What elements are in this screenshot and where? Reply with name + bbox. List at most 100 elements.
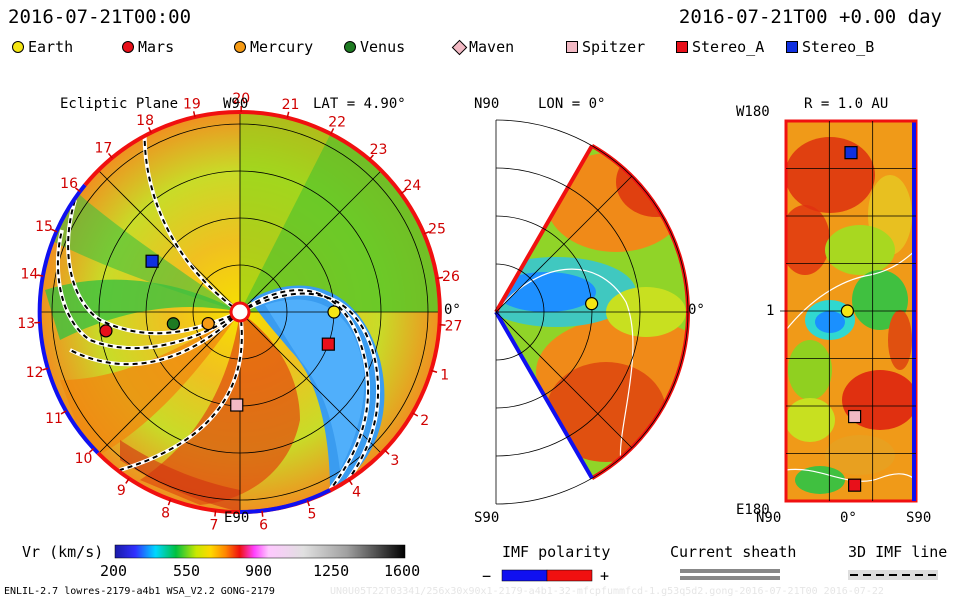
- legend-label: Mars: [138, 38, 175, 56]
- header-right-time: 2016-07-21T00 +0.00 day: [678, 6, 942, 28]
- carrington-label: 23: [370, 142, 388, 158]
- carrington-label: 1: [440, 368, 449, 384]
- carrington-label: 19: [183, 96, 201, 112]
- map-bottom-label-s90: S90: [906, 510, 932, 526]
- carrington-label: 17: [94, 140, 112, 156]
- carrington-label: 8: [161, 506, 170, 522]
- map-left-mid-label: 1: [766, 303, 775, 319]
- legend-item-mars: Mars: [122, 38, 174, 56]
- carrington-label: 16: [60, 176, 78, 192]
- map-stereo_b-marker: [844, 146, 858, 160]
- legend-item-stereo_a: Stereo_A: [676, 38, 764, 56]
- imf-minus-label: −: [482, 567, 492, 585]
- rmap-panel: [780, 119, 918, 503]
- header-left-time: 2016-07-21T00:00: [8, 6, 192, 28]
- meridional-top-label: N90: [474, 96, 500, 112]
- carrington-label: 25: [428, 221, 446, 237]
- map-top-left-label: W180: [736, 104, 770, 120]
- meridional-right-label: 0°: [688, 302, 705, 318]
- carrington-label: 4: [352, 484, 361, 500]
- ecliptic-top-label: W90: [223, 96, 249, 112]
- legend-label: Maven: [469, 38, 515, 56]
- legend-item-spitzer: Spitzer: [566, 38, 645, 56]
- carrington-label: 6: [259, 518, 268, 534]
- meridional-earth-marker: [585, 297, 599, 311]
- carrington-label: 14: [21, 267, 39, 283]
- colorbar-label: Vr (km/s): [22, 543, 104, 561]
- colorbar-tick-200: 200: [100, 562, 128, 580]
- carrington-label: 22: [328, 114, 346, 130]
- legend-label: Earth: [28, 38, 74, 56]
- legend-label: Mercury: [250, 38, 314, 56]
- map-bottom-label-n90: N90: [756, 510, 782, 526]
- ecliptic-venus-marker: [166, 317, 180, 331]
- map-bottom-left-label: E180: [736, 502, 770, 518]
- vr-colorbar: [114, 544, 406, 559]
- mercury-symbol-icon: [234, 41, 246, 53]
- carrington-label: 3: [390, 453, 399, 469]
- carrington-label: 12: [26, 365, 44, 381]
- legend-label: Stereo_A: [692, 38, 765, 56]
- carrington-label: 26: [442, 269, 460, 285]
- footer-run-id: UN0U05T22T03341/256x30x90x1-2179-a4b1-32…: [330, 586, 884, 597]
- imf-positive-swatch: [546, 569, 593, 582]
- colorbar-tick-900: 900: [245, 562, 273, 580]
- carrington-label: 2: [420, 413, 429, 429]
- current-sheath-swatch: [680, 569, 780, 573]
- ecliptic-bottom-label: E90: [224, 510, 250, 526]
- colorbar-tick-1250: 1250: [313, 562, 350, 580]
- legend-item-stereo_b: Stereo_B: [786, 38, 874, 56]
- ecliptic-right-label: 0°: [444, 302, 461, 318]
- ecliptic-mercury-marker: [201, 316, 215, 331]
- imf-plus-label: +: [600, 567, 610, 585]
- sun-marker: [229, 301, 251, 323]
- mars-symbol-icon: [122, 41, 134, 53]
- carrington-label: 7: [209, 517, 218, 533]
- legend-item-mercury: Mercury: [234, 38, 313, 56]
- colorbar-tick-550: 550: [173, 562, 201, 580]
- carrington-label: 13: [17, 316, 35, 332]
- colorbar-tick-1600: 1600: [384, 562, 421, 580]
- ecliptic-panel: 19 20 212223242526271234567891011121314151…: [17, 91, 462, 534]
- ecliptic-earth-marker: [327, 305, 341, 319]
- stereo_a-symbol-icon: [676, 41, 688, 53]
- spitzer-symbol-icon: [566, 41, 578, 53]
- ecliptic-spitzer-marker: [230, 398, 244, 412]
- legend-label: Venus: [360, 38, 406, 56]
- map-bottom-label-0: 0°: [840, 510, 857, 526]
- imf-line-label: 3D IMF line: [848, 543, 948, 561]
- map-stereo_a-marker: [848, 478, 862, 492]
- imf-negative-swatch: [501, 569, 548, 582]
- carrington-label: 20: [232, 91, 250, 107]
- current-sheath-label: Current sheath: [670, 543, 797, 561]
- map-earth-marker: [840, 304, 854, 318]
- carrington-label: 5: [308, 507, 317, 523]
- imf-polarity-label: IMF polarity: [502, 543, 611, 561]
- carrington-label: 9: [117, 483, 126, 499]
- carrington-label: 11: [45, 411, 63, 427]
- venus-symbol-icon: [344, 41, 356, 53]
- map-spitzer-marker: [848, 409, 862, 424]
- carrington-label: 10: [75, 451, 93, 467]
- footer-run-info: ENLIL-2.7 lowres-2179-a4b1 WSA_V2.2 GONG…: [4, 586, 275, 597]
- legend-item-earth: Earth: [12, 38, 73, 56]
- meridional-panel: [494, 119, 690, 505]
- legend-label: Spitzer: [582, 38, 646, 56]
- map-r-label: R = 1.0 AU: [804, 96, 889, 112]
- stereo_b-symbol-icon: [786, 41, 798, 53]
- carrington-label: 27: [445, 319, 463, 335]
- carrington-label: 15: [35, 219, 53, 235]
- ecliptic-mars-marker: [99, 324, 113, 338]
- ecliptic-lat-label: LAT = 4.90°: [313, 96, 406, 112]
- ecliptic-title: Ecliptic Plane: [60, 96, 179, 112]
- earth-symbol-icon: [12, 41, 24, 53]
- ecliptic-stereo_b-marker: [145, 254, 159, 268]
- legend-item-maven: Maven: [451, 38, 515, 56]
- meridional-bottom-label: S90: [474, 510, 500, 526]
- ecliptic-stereo_a-marker: [321, 337, 335, 351]
- legend-label: Stereo_B: [802, 38, 875, 56]
- meridional-lon-label: LON = 0°: [538, 96, 606, 112]
- carrington-label: 24: [403, 178, 421, 194]
- carrington-label: 18: [136, 113, 154, 129]
